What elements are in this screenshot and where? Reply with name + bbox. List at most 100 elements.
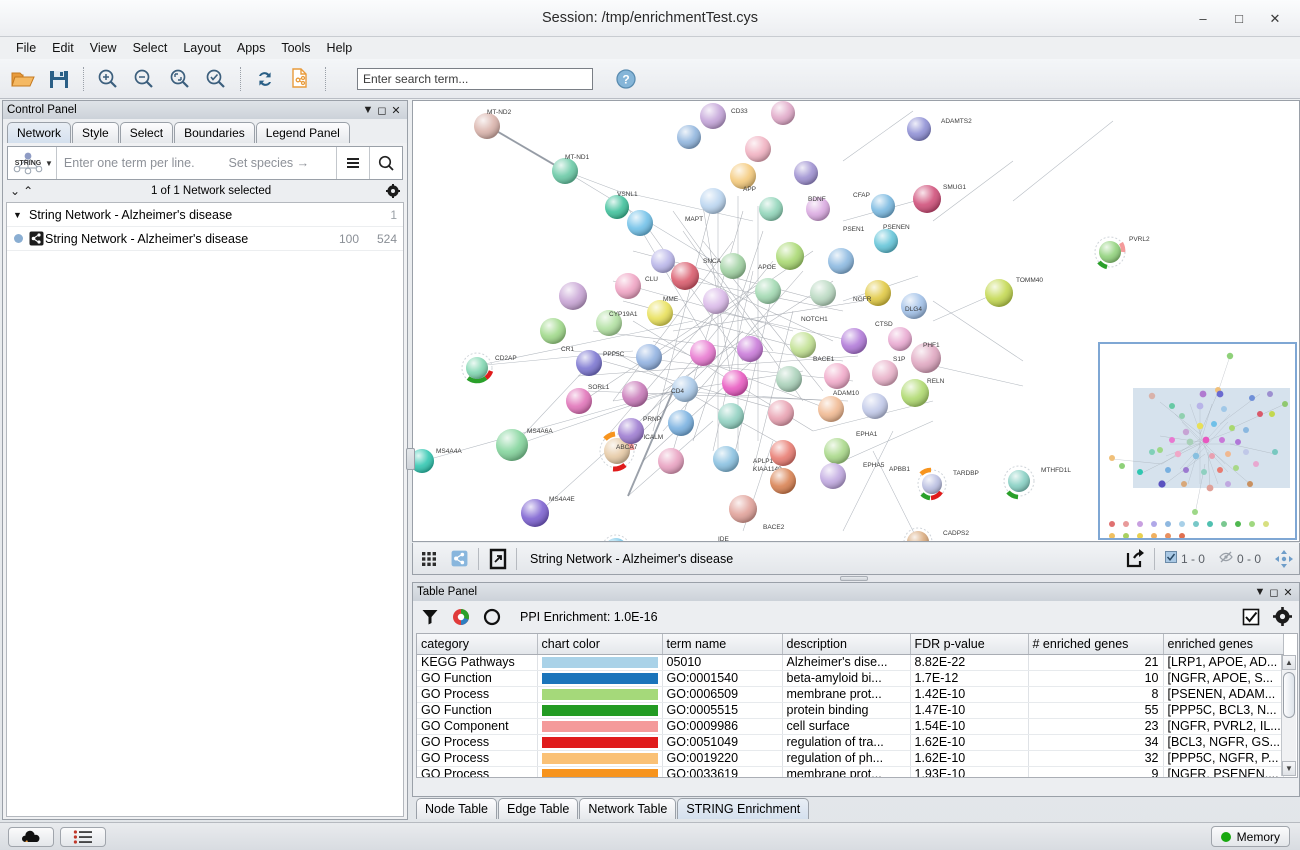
donut-chart-icon[interactable] (450, 606, 472, 628)
zoom-fit-icon[interactable] (163, 63, 197, 95)
close-panel-icon[interactable]: ✕ (391, 104, 401, 117)
column-header-chart-color[interactable]: chart color (537, 634, 663, 655)
network-node[interactable]: TARDBP (917, 467, 979, 501)
network-node[interactable]: MTHFD1L (1003, 465, 1071, 500)
string-network-view-icon[interactable] (444, 544, 475, 574)
string-search-icon[interactable] (369, 147, 402, 179)
tab-style[interactable]: Style (72, 122, 119, 143)
maximize-icon[interactable]: □ (1235, 11, 1243, 26)
menu-apps[interactable]: Apps (236, 41, 266, 55)
table-row[interactable]: GO Function GO:0001540 beta-amyloid bi... 1… (417, 670, 1284, 687)
network-node[interactable]: VSNL1 (605, 191, 638, 219)
tab-boundaries[interactable]: Boundaries (174, 122, 255, 143)
canvas-left-drag-handle[interactable] (406, 448, 415, 470)
network-node[interactable]: APLP1 KIAA1149 (716, 458, 782, 541)
menu-view[interactable]: View (89, 41, 117, 55)
hidden-nodes-count[interactable]: 0 - 0 (1212, 551, 1268, 566)
column-header-description[interactable]: description (782, 634, 911, 655)
network-graph[interactable]: MT-ND2 MT-ND1 VSNL1 CD2AP (413, 101, 1299, 541)
scroll-up-arrow-icon[interactable]: ▲ (1282, 655, 1296, 670)
gear-icon[interactable] (1271, 606, 1293, 628)
table-float-icon[interactable]: ◻ (1269, 586, 1279, 599)
network-item-row[interactable]: String Network - Alzheimer's disease 100… (7, 227, 403, 251)
export-network-icon[interactable] (284, 63, 318, 95)
zoom-selected-icon[interactable] (199, 63, 233, 95)
network-settings-gear-icon[interactable] (386, 184, 400, 198)
column-header-category[interactable]: category (417, 634, 538, 655)
network-node[interactable]: PHF1 (911, 342, 941, 373)
minimize-icon[interactable]: – (1199, 11, 1207, 26)
tab-network-table[interactable]: Network Table (579, 798, 677, 819)
column-header-enriched-genes[interactable]: enriched genes (1163, 634, 1284, 655)
table-scrollbar[interactable]: ▲ ▼ (1281, 655, 1296, 776)
network-node[interactable] (602, 534, 630, 541)
network-node[interactable]: MT-ND2 (474, 109, 512, 139)
tab-select[interactable]: Select (119, 122, 174, 143)
network-node[interactable]: RELN (901, 378, 945, 407)
detach-view-icon[interactable] (482, 544, 513, 574)
table-chevron-down-icon[interactable]: ▼ (1254, 586, 1266, 598)
collapse-all-icon[interactable]: ⌄ (10, 184, 21, 198)
open-folder-icon[interactable] (6, 63, 40, 95)
network-node[interactable]: EPHA1 EPHA5 APBB1 (856, 431, 910, 473)
panel-divider-handle[interactable] (840, 576, 868, 581)
network-node[interactable]: ADAMTS2 (907, 117, 972, 141)
refresh-icon[interactable] (248, 63, 282, 95)
save-icon[interactable] (42, 63, 76, 95)
cloud-icon[interactable] (8, 826, 54, 847)
table-close-icon[interactable]: ✕ (1283, 586, 1293, 599)
export-view-icon[interactable] (1120, 544, 1151, 574)
table-row[interactable]: GO Function GO:0005515 protein binding 1.47… (417, 702, 1284, 719)
network-node[interactable]: PICALM (594, 432, 663, 460)
network-group-row[interactable]: ▼ String Network - Alzheimer's disease 1 (7, 203, 403, 227)
list-icon[interactable] (60, 826, 106, 847)
menu-file[interactable]: File (16, 41, 37, 55)
enrichment-table[interactable]: category chart color term name descripti… (416, 633, 1298, 778)
zoom-out-icon[interactable] (127, 63, 161, 95)
network-overview-thumbnail[interactable] (1098, 342, 1297, 540)
column-header-num-genes[interactable]: # enriched genes (1028, 634, 1164, 655)
menu-layout[interactable]: Layout (183, 41, 221, 55)
filter-icon[interactable] (419, 606, 441, 628)
close-icon[interactable]: ✕ (1269, 10, 1281, 26)
network-node[interactable]: TOMM40 (985, 277, 1043, 307)
network-node[interactable]: CD2AP (461, 352, 517, 384)
network-node[interactable]: MT-ND1 (552, 154, 590, 184)
selected-nodes-count[interactable]: 1 - 0 (1158, 551, 1212, 566)
network-node[interactable]: PVRL2 (1094, 236, 1150, 270)
menu-edit[interactable]: Edit (52, 41, 74, 55)
menu-help[interactable]: Help (326, 41, 353, 55)
table-row[interactable]: GO Process GO:0006509 membrane prot... 1.42… (417, 686, 1284, 703)
network-node[interactable]: MS4A4E (521, 496, 575, 527)
network-hub-cluster[interactable] (540, 101, 927, 523)
ring-chart-icon[interactable] (481, 606, 503, 628)
fit-network-icon[interactable] (1268, 544, 1299, 574)
network-list[interactable]: ▼ String Network - Alzheimer's disease 1 (6, 202, 404, 817)
network-node[interactable]: BACE2 (763, 524, 785, 531)
network-node[interactable]: MS4A6A (496, 428, 553, 461)
set-species-link[interactable]: Set species → (228, 156, 310, 170)
tab-legend-panel[interactable]: Legend Panel (255, 122, 350, 143)
table-row[interactable]: GO Process GO:0051049 regulation of tra...… (417, 734, 1284, 751)
tab-string-enrichment[interactable]: STRING Enrichment (677, 798, 810, 819)
tab-network[interactable]: Network (7, 122, 72, 143)
network-canvas[interactable]: MT-ND2 MT-ND1 VSNL1 CD2AP (412, 100, 1300, 542)
tab-node-table[interactable]: Node Table (416, 798, 498, 819)
chevron-down-icon[interactable]: ▼ (362, 104, 374, 116)
overview-viewport-rect[interactable] (1133, 388, 1290, 488)
memory-status-button[interactable]: Memory (1210, 826, 1290, 847)
table-row[interactable]: KEGG Pathways 05010 Alzheimer's dise... 8.8… (417, 654, 1284, 671)
species-dropdown-caret-icon[interactable]: ▼ (45, 158, 53, 168)
column-header-fdr[interactable]: FDR p-value (910, 634, 1029, 655)
zoom-in-icon[interactable] (91, 63, 125, 95)
string-logo-icon[interactable]: STRING (8, 147, 48, 179)
float-panel-icon[interactable]: ◻ (377, 104, 387, 117)
scrollbar-thumb[interactable] (1283, 672, 1295, 718)
string-options-icon[interactable] (336, 147, 369, 179)
network-node[interactable]: CADPS2 (903, 527, 969, 541)
column-header-term-name[interactable]: term name (662, 634, 783, 655)
table-row[interactable]: GO Process GO:0033619 membrane prot... 1.93… (417, 766, 1284, 777)
table-row[interactable]: GO Component GO:0009986 cell surface 1.54E-… (417, 718, 1284, 735)
checkbox-icon[interactable] (1240, 606, 1262, 628)
table-row[interactable]: GO Process GO:0019220 regulation of ph... 1… (417, 750, 1284, 767)
